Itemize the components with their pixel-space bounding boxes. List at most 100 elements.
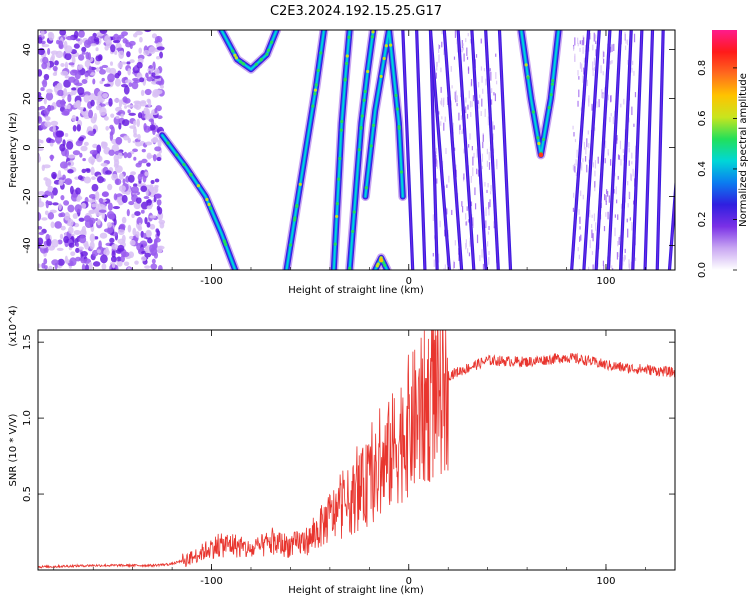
noise-speckle xyxy=(43,97,47,105)
noise-speckle xyxy=(64,52,72,61)
noise-speckle xyxy=(112,205,121,210)
noise-streak xyxy=(438,253,440,263)
spectral-arc xyxy=(220,30,278,71)
arc-peak xyxy=(524,63,528,67)
spectral-arc xyxy=(332,30,351,270)
noise-speckle xyxy=(151,33,158,39)
noise-streak xyxy=(602,71,604,76)
arc-peak xyxy=(351,229,355,234)
noise-speckle xyxy=(114,78,121,87)
noise-streak xyxy=(608,195,610,203)
noise-speckle xyxy=(71,87,77,91)
noise-speckle xyxy=(141,148,146,153)
noise-speckle xyxy=(117,228,125,236)
noise-speckle xyxy=(155,80,163,85)
noise-speckle xyxy=(88,261,93,270)
snr-series-line xyxy=(38,330,675,569)
noise-speckle xyxy=(118,122,122,130)
noise-speckle xyxy=(126,152,132,159)
noise-speckle xyxy=(144,88,152,96)
noise-streak xyxy=(451,209,453,216)
noise-speckle xyxy=(128,82,133,87)
noise-streak xyxy=(592,68,594,77)
arc-peak xyxy=(270,40,274,44)
noise-speckle xyxy=(63,79,71,88)
noise-speckle xyxy=(75,140,83,147)
noise-speckle xyxy=(126,51,131,58)
noise-streak xyxy=(447,96,449,106)
noise-streak xyxy=(461,40,463,48)
arc-peak xyxy=(389,43,393,47)
noise-streak xyxy=(633,33,636,43)
noise-streak xyxy=(439,220,441,228)
noise-streak xyxy=(443,48,445,56)
noise-streak xyxy=(456,95,458,103)
noise-speckle xyxy=(130,171,137,176)
noise-speckle xyxy=(81,79,88,84)
noise-streak xyxy=(582,158,584,163)
x-tick-label: 100 xyxy=(596,576,615,587)
noise-speckle xyxy=(81,51,86,55)
noise-speckle xyxy=(153,252,159,259)
noise-speckle xyxy=(113,218,117,226)
noise-speckle xyxy=(156,46,165,51)
noise-streak xyxy=(624,45,627,51)
noise-speckle xyxy=(110,44,116,53)
noise-speckle xyxy=(119,223,126,230)
noise-speckle xyxy=(133,183,138,187)
colorbar-bar xyxy=(712,30,737,270)
noise-speckle xyxy=(137,112,143,119)
noise-speckle xyxy=(47,48,51,55)
noise-streak xyxy=(490,185,492,191)
noise-streak xyxy=(589,239,591,249)
noise-streak xyxy=(617,252,619,257)
noise-speckle xyxy=(57,89,65,97)
arc-peak xyxy=(383,263,387,267)
noise-speckle xyxy=(97,176,104,184)
arc-peak xyxy=(352,210,356,214)
noise-streak xyxy=(622,148,624,153)
noise-streak xyxy=(594,181,596,188)
noise-streak xyxy=(628,142,630,148)
arc-peak xyxy=(550,82,555,86)
noise-streak xyxy=(574,166,576,173)
spectral-stripe-core xyxy=(644,30,654,270)
noise-speckle xyxy=(78,30,85,38)
noise-streak xyxy=(489,68,491,72)
noise-streak xyxy=(440,100,442,105)
noise-speckle xyxy=(38,197,42,204)
noise-streak xyxy=(634,92,637,98)
arc-peak xyxy=(259,57,264,61)
noise-streak xyxy=(436,178,438,184)
noise-streak xyxy=(438,44,440,54)
noise-speckle xyxy=(146,230,151,238)
noise-streak xyxy=(627,181,629,186)
noise-speckle xyxy=(82,157,86,162)
noise-streak xyxy=(594,187,596,192)
noise-speckle xyxy=(55,130,64,138)
noise-streak xyxy=(591,229,593,239)
noise-streak xyxy=(606,189,608,195)
noise-streak xyxy=(472,217,474,226)
noise-streak xyxy=(441,41,443,48)
noise-streak xyxy=(462,47,465,51)
noise-streak xyxy=(482,263,485,270)
noise-streak xyxy=(444,229,446,237)
noise-speckle xyxy=(157,139,162,148)
noise-streak xyxy=(610,159,612,166)
noise-streak xyxy=(595,49,597,57)
noise-speckle xyxy=(151,258,156,264)
noise-streak xyxy=(480,111,482,117)
noise-streak xyxy=(628,117,630,123)
noise-speckle xyxy=(47,212,55,220)
noise-speckle xyxy=(132,148,138,153)
noise-speckle xyxy=(43,258,48,265)
noise-speckle xyxy=(114,50,118,55)
noise-speckle xyxy=(59,161,68,169)
noise-speckle xyxy=(75,256,82,262)
noise-speckle xyxy=(156,245,163,254)
noise-streak xyxy=(492,121,494,130)
noise-streak xyxy=(466,248,469,254)
noise-speckle xyxy=(59,143,66,152)
arc-peak xyxy=(196,184,200,188)
